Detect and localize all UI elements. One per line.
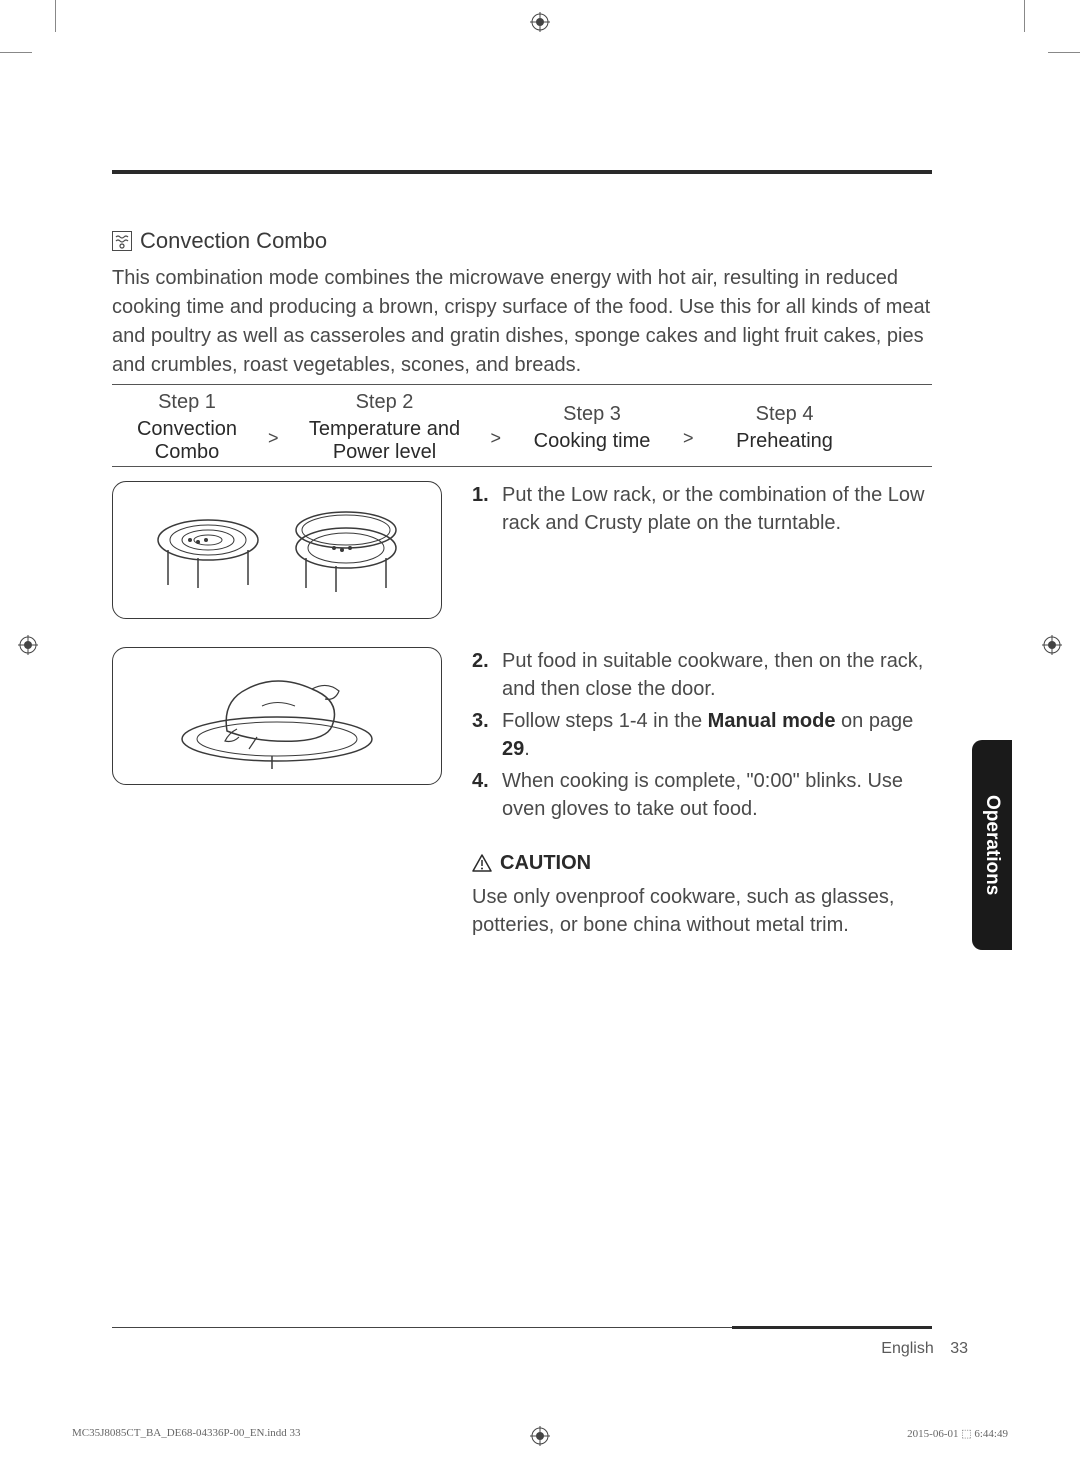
- page-number: 33: [950, 1340, 968, 1357]
- step-label: Step 2: [285, 391, 485, 414]
- item-number: 3.: [472, 707, 492, 763]
- item-text: Follow steps 1-4 in the Manual mode on p…: [502, 707, 932, 763]
- rack-illustration: [112, 481, 442, 619]
- row-2: 2. Put food in suitable cookware, then o…: [112, 647, 932, 939]
- step-4: Step 4 Preheating: [700, 403, 870, 453]
- instruction-item: 2. Put food in suitable cookware, then o…: [472, 647, 932, 703]
- page-footer: English 33: [881, 1340, 968, 1358]
- intro-paragraph: This combination mode combines the micro…: [112, 264, 932, 380]
- convection-combo-icon: [112, 231, 132, 251]
- item-text: Put the Low rack, or the combination of …: [502, 481, 932, 537]
- section-title-text: Convection Combo: [140, 228, 327, 254]
- item-number: 2.: [472, 647, 492, 703]
- step-3: Step 3 Cooking time: [507, 403, 677, 453]
- item-number: 4.: [472, 767, 492, 823]
- text-fragment: on page: [835, 710, 913, 732]
- page-ref: 29: [502, 738, 524, 760]
- step-label: Step 4: [700, 403, 870, 426]
- step-label: Step 1: [112, 391, 262, 414]
- caution-text: Use only ovenproof cookware, such as gla…: [472, 883, 932, 939]
- page-content: Convection Combo This combination mode c…: [112, 170, 932, 939]
- section-tab: Operations: [972, 740, 1012, 950]
- crusty-plate-icon: [286, 500, 406, 600]
- step-separator: >: [485, 428, 508, 449]
- imprint-datetime: 2015-06-01 ⬚ 6:44:49: [907, 1427, 1008, 1440]
- step-value: Temperature and Power level: [285, 418, 485, 464]
- crop-mark: [1048, 52, 1080, 53]
- imprint-file: MC35J8085CT_BA_DE68-04336P-00_EN.indd 33: [72, 1427, 301, 1440]
- step-1: Step 1 Convection Combo: [112, 391, 262, 464]
- crop-mark: [55, 0, 56, 32]
- food-illustration: [112, 647, 442, 785]
- step-separator: >: [677, 428, 700, 449]
- instruction-list-1: 1. Put the Low rack, or the combination …: [472, 481, 932, 619]
- manual-mode-ref: Manual mode: [708, 710, 836, 732]
- registration-mark: [18, 635, 38, 660]
- language-label: English: [881, 1340, 933, 1357]
- divider: [112, 466, 932, 467]
- crop-mark: [0, 52, 32, 53]
- step-value: Preheating: [700, 430, 870, 453]
- step-separator: >: [262, 428, 285, 449]
- row-1: 1. Put the Low rack, or the combination …: [112, 481, 932, 619]
- rack-icon: [148, 500, 268, 600]
- tab-label: Operations: [981, 795, 1003, 895]
- crop-mark: [1024, 0, 1025, 32]
- item-text: When cooking is complete, "0:00" blinks.…: [502, 767, 932, 823]
- instruction-list-2: 2. Put food in suitable cookware, then o…: [472, 647, 932, 939]
- section-heading: Convection Combo: [112, 228, 932, 254]
- warning-icon: [472, 854, 492, 872]
- instruction-item: 4. When cooking is complete, "0:00" blin…: [472, 767, 932, 823]
- step-value: Cooking time: [507, 430, 677, 453]
- registration-mark: [530, 12, 550, 37]
- caution-label: CAUTION: [500, 849, 591, 877]
- imprint-line: MC35J8085CT_BA_DE68-04336P-00_EN.indd 33…: [72, 1427, 1008, 1440]
- footer-rule: [112, 1327, 932, 1329]
- step-2: Step 2 Temperature and Power level: [285, 391, 485, 464]
- step-value: Convection Combo: [112, 418, 262, 464]
- top-rule: [112, 170, 932, 174]
- steps-flow: Step 1 Convection Combo > Step 2 Tempera…: [112, 385, 932, 466]
- item-text: Put food in suitable cookware, then on t…: [502, 647, 932, 703]
- chicken-on-plate-icon: [167, 661, 387, 771]
- step-label: Step 3: [507, 403, 677, 426]
- text-fragment: Follow steps 1-4 in the: [502, 710, 708, 732]
- text-fragment: .: [524, 738, 530, 760]
- instruction-item: 3. Follow steps 1-4 in the Manual mode o…: [472, 707, 932, 763]
- instruction-item: 1. Put the Low rack, or the combination …: [472, 481, 932, 537]
- item-number: 1.: [472, 481, 492, 537]
- registration-mark: [1042, 635, 1062, 660]
- caution-heading: CAUTION: [472, 849, 932, 877]
